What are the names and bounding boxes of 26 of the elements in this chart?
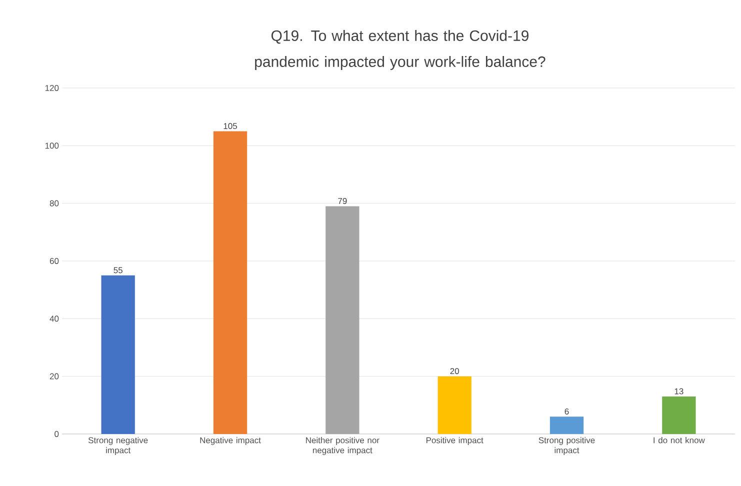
bar xyxy=(101,275,135,434)
y-tick-label: 0 xyxy=(54,430,59,437)
bar xyxy=(326,206,360,434)
y-tick-label: 60 xyxy=(50,258,59,264)
bar xyxy=(438,376,472,434)
y-tick-label: 40 xyxy=(50,316,59,322)
chart-title: Q19. To what extent has the Covid-19 pandemic impacted your work-life balance? xyxy=(255,30,546,70)
y-tick-label: 100 xyxy=(45,142,59,149)
bar xyxy=(213,131,248,434)
x-tick-label: Negative impact xyxy=(200,437,261,445)
x-tick-label: Neither positive nor negative impact xyxy=(306,437,380,455)
x-tick-label: Positive impact xyxy=(426,437,484,445)
x-tick-label: Strong negative impact xyxy=(88,437,148,455)
x-tick-label: I do not know xyxy=(654,437,705,444)
y-tick-label: 120 xyxy=(45,84,59,91)
x-tick-label: Strong positive impact xyxy=(538,437,595,455)
y-tick-label: 20 xyxy=(50,373,59,380)
data-label: 20 xyxy=(450,368,459,374)
bar xyxy=(550,416,584,434)
data-label: 55 xyxy=(114,267,122,274)
data-label: 13 xyxy=(674,388,684,394)
data-label: 79 xyxy=(338,198,347,204)
data-label: 6 xyxy=(564,408,569,414)
bar xyxy=(662,396,696,434)
y-tick-label: 80 xyxy=(50,200,59,206)
data-label: 105 xyxy=(224,123,237,130)
